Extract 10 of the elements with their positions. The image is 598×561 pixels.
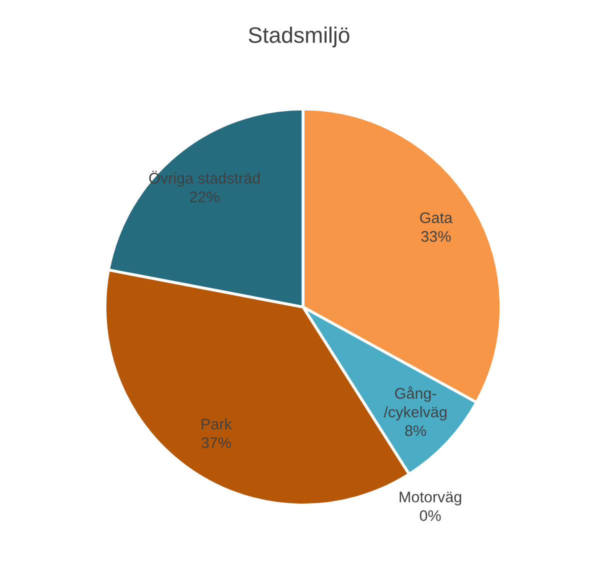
category-label: Motorväg: [400, 492, 462, 506]
slice-label: Gata: [420, 212, 452, 224]
data-label: 8%: [405, 425, 426, 436]
data-label: 22%: [190, 191, 220, 202]
slice-label: Gång-/cykelväg: [384, 386, 446, 420]
text: 0%: [420, 510, 441, 522]
chart-title: Stadsmiljö: [248, 26, 350, 48]
slice-label: Park: [202, 418, 232, 430]
data-label: 33%: [421, 231, 451, 242]
data-label: 37%: [201, 437, 231, 448]
